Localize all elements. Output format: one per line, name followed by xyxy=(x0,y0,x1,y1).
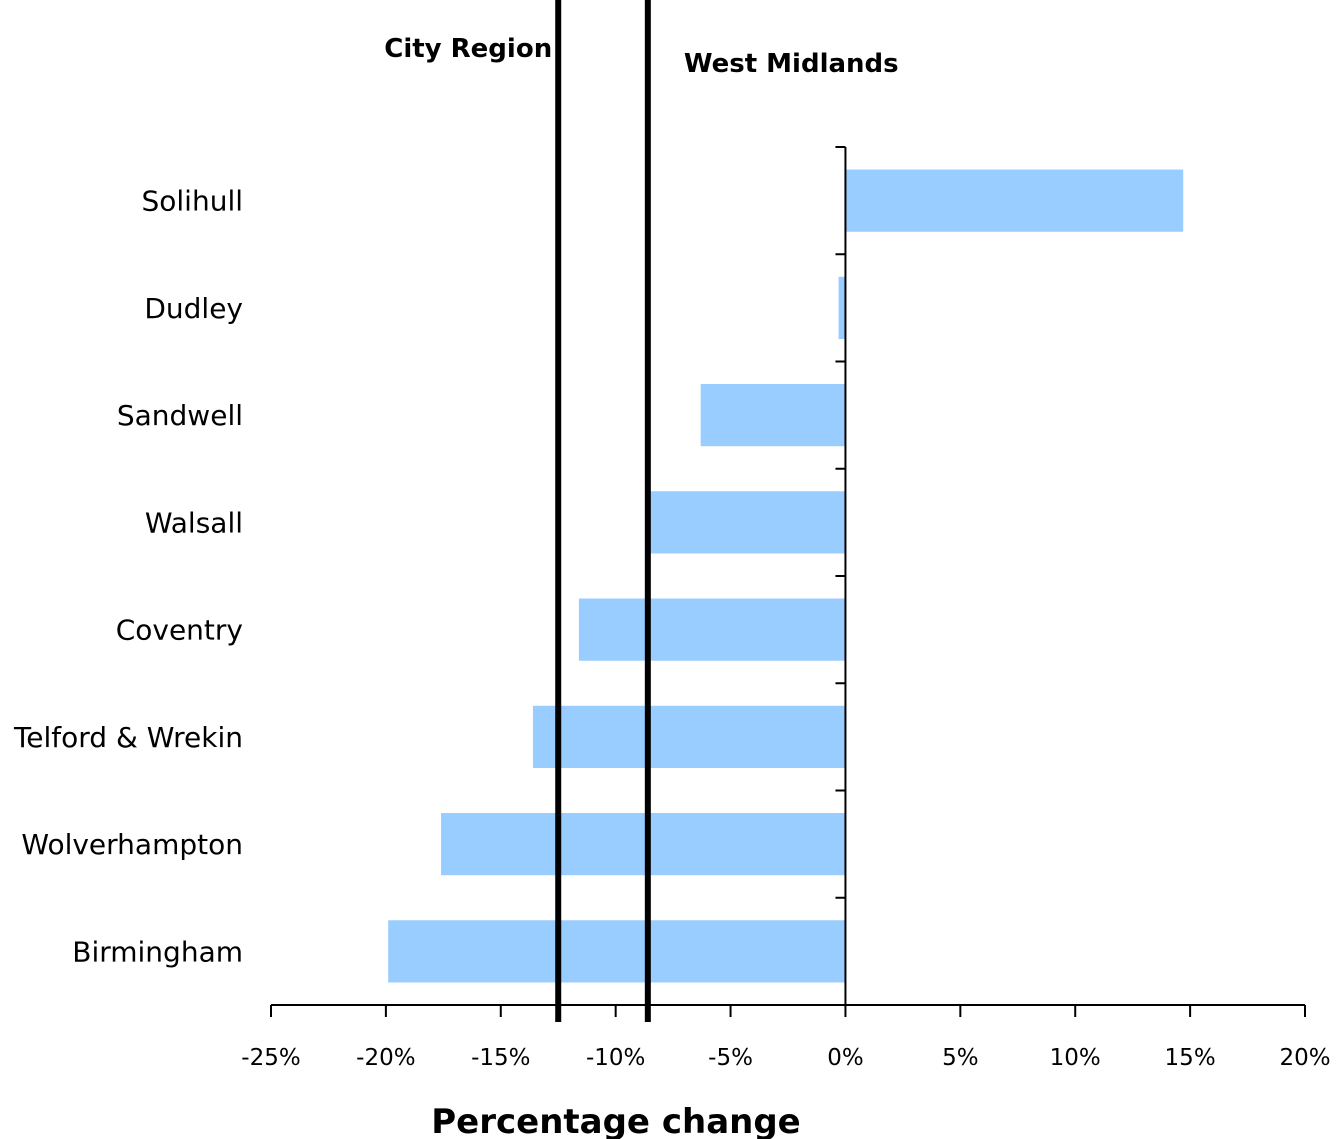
x-tick-label: 20% xyxy=(1279,1045,1330,1071)
category-label: Birmingham xyxy=(72,935,243,968)
x-tick-label: -10% xyxy=(586,1045,645,1071)
category-label: Solihull xyxy=(141,185,243,218)
bar-dudley xyxy=(838,276,846,339)
reference-labels: City Region West Midlands xyxy=(384,34,898,79)
reference-label: West Midlands xyxy=(684,49,899,79)
category-label: Sandwell xyxy=(117,399,243,432)
bar-telford-wrekin xyxy=(532,705,846,768)
bar-wolverhampton xyxy=(441,813,846,876)
reference-label: City Region xyxy=(384,34,552,64)
x-tick-label: 0% xyxy=(827,1045,864,1071)
x-tick-label: -20% xyxy=(356,1045,415,1071)
category-label: Telford & Wrekin xyxy=(13,721,243,754)
category-label: Dudley xyxy=(144,292,243,325)
x-tick-label: 15% xyxy=(1165,1045,1216,1071)
bar-birmingham xyxy=(388,920,846,983)
x-tick-label: 5% xyxy=(942,1045,979,1071)
category-label: Coventry xyxy=(116,614,243,647)
category-label: Walsall xyxy=(145,506,243,539)
x-axis-title: Percentage change xyxy=(431,1102,801,1139)
reference-lines xyxy=(555,0,651,1022)
x-tick-label: -25% xyxy=(241,1045,300,1071)
bars-group xyxy=(388,169,1184,983)
bar-walsall xyxy=(650,491,846,554)
category-label: Wolverhampton xyxy=(21,828,243,861)
bar-coventry xyxy=(578,598,846,661)
x-tick-label: 10% xyxy=(1050,1045,1101,1071)
axes-group xyxy=(270,146,1306,1017)
category-labels: Solihull Dudley Sandwell Walsall Coventry Tel… xyxy=(13,185,243,969)
tick-labels: -25% -20% -15% -10% -5% 0% 5% 10% 15% 20% xyxy=(241,1045,1330,1071)
bar-sandwell xyxy=(700,384,846,447)
x-tick-label: -15% xyxy=(471,1045,530,1071)
x-tick-label: -5% xyxy=(708,1045,753,1071)
bar-solihull xyxy=(845,169,1184,232)
